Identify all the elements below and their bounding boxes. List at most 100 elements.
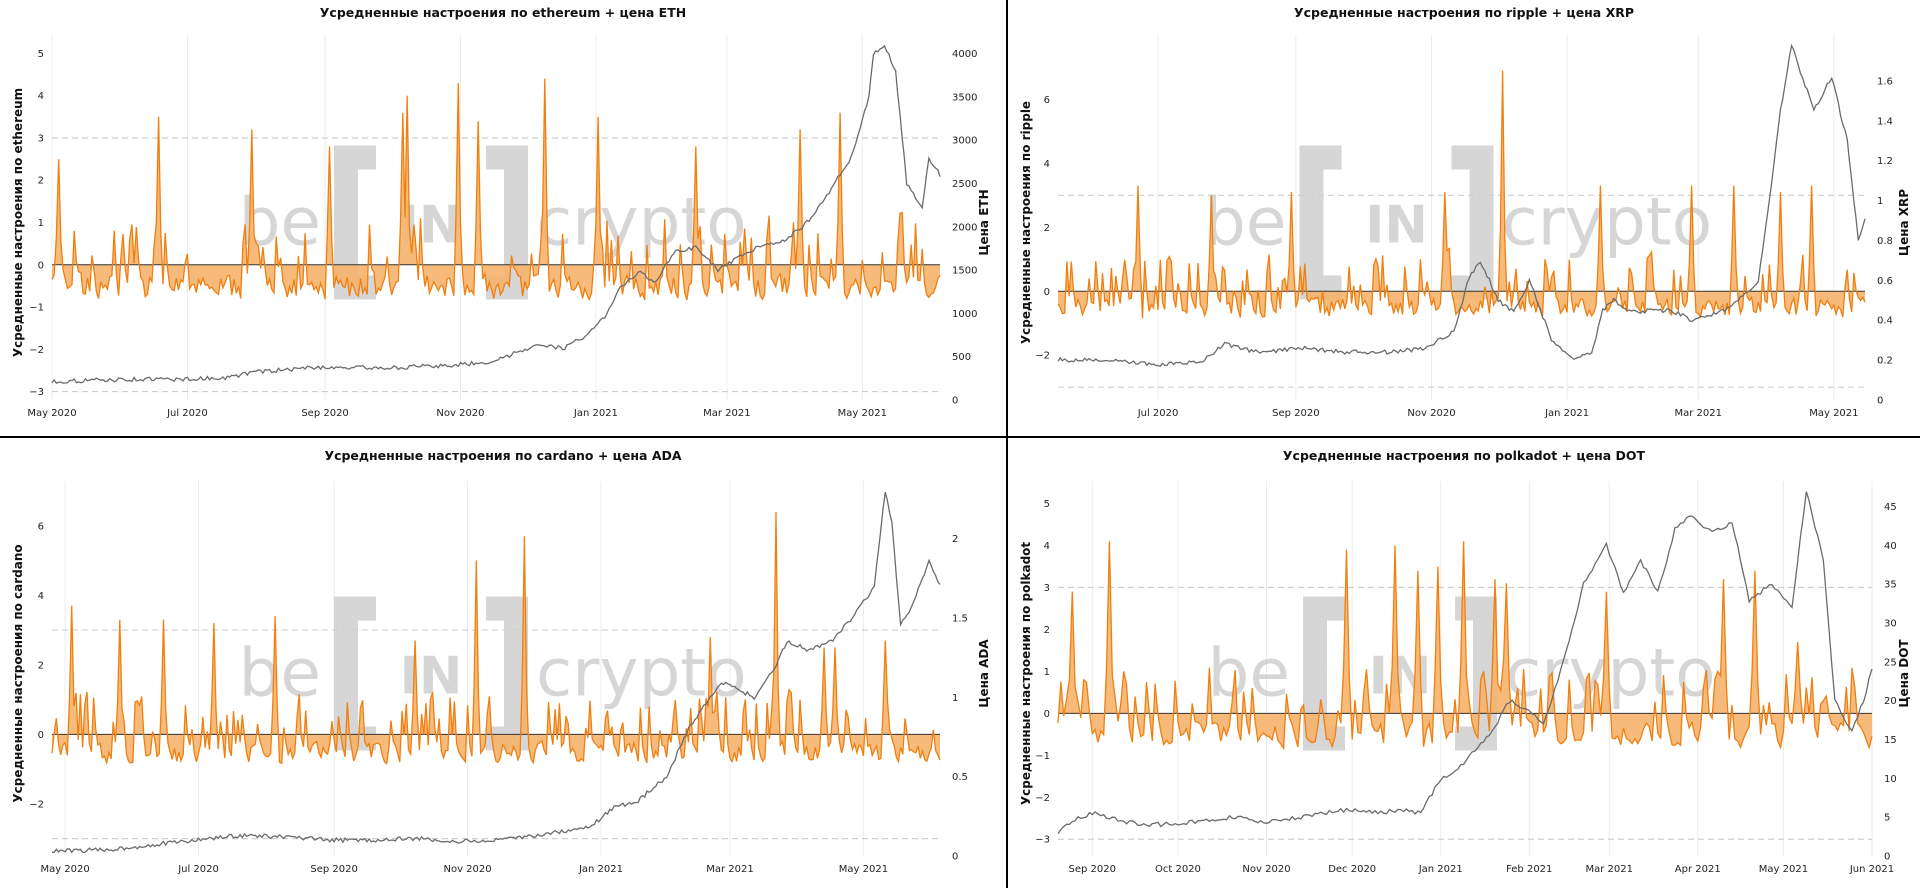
chart-dot-panel: Усредненные настроения по polkadot + цен… bbox=[1008, 438, 1920, 888]
y-tick-label: 3 bbox=[1044, 583, 1050, 594]
y2-tick-label: 500 bbox=[952, 352, 971, 363]
y2-tick-label: 45 bbox=[1884, 502, 1897, 513]
y-tick-label: 0 bbox=[38, 730, 44, 741]
y-tick-label: 2 bbox=[38, 660, 44, 671]
y-axis-label: Усредненные настроения по ripple bbox=[1019, 101, 1033, 344]
x-tick-label: Jul 2020 bbox=[177, 864, 219, 875]
chart-eth-panel: Усредненные настроения по ethereum + цен… bbox=[0, 0, 1006, 436]
y2-tick-label: 3000 bbox=[952, 136, 977, 147]
price-line bbox=[51, 491, 941, 854]
y-tick-label: 5 bbox=[38, 49, 44, 60]
y-tick-label: 0 bbox=[1044, 709, 1050, 720]
y2-tick-label: 10 bbox=[1884, 774, 1897, 785]
x-tick-label: Apr 2021 bbox=[1675, 864, 1721, 875]
x-tick-label: May 2021 bbox=[838, 408, 887, 419]
watermark: be IN crypto bbox=[1204, 145, 1713, 300]
x-tick-label: Sep 2020 bbox=[1272, 408, 1319, 419]
y-tick-label: 4 bbox=[38, 91, 44, 102]
y2-tick-label: 0 bbox=[1877, 396, 1883, 407]
y-tick-label: 2 bbox=[1044, 223, 1050, 234]
x-tick-label: Feb 2021 bbox=[1506, 864, 1552, 875]
x-tick-label: May 2021 bbox=[1809, 408, 1858, 419]
chart-eth: Усредненные настроения по ethereum + цен… bbox=[11, 5, 991, 419]
y-tick-label: 3 bbox=[38, 133, 44, 144]
y2-tick-label: 1.4 bbox=[1877, 116, 1893, 127]
x-tick-label: Sep 2020 bbox=[1069, 864, 1116, 875]
y2-tick-label: 20 bbox=[1884, 696, 1897, 707]
price-line bbox=[1057, 43, 1866, 367]
y2-tick-label: 2 bbox=[952, 534, 958, 545]
watermark-bracket-left bbox=[334, 596, 376, 751]
price-line bbox=[1057, 491, 1873, 835]
x-tick-label: May 2021 bbox=[1759, 864, 1808, 875]
y-tick-label: −2 bbox=[1035, 351, 1050, 362]
y-tick-label: 6 bbox=[38, 521, 44, 532]
chart-ada-panel: Усредненные настроения по cardano + цена… bbox=[0, 438, 1006, 888]
x-tick-label: Oct 2020 bbox=[1155, 864, 1201, 875]
y2-tick-label: 0 bbox=[952, 396, 958, 407]
watermark-bracket-right bbox=[1451, 145, 1494, 300]
watermark-text-right: crypto bbox=[536, 635, 747, 712]
y2-axis-label: Цена ADA bbox=[977, 639, 991, 708]
y2-tick-label: 1.6 bbox=[1877, 76, 1893, 87]
y2-tick-label: 0.2 bbox=[1877, 356, 1893, 367]
chart-dot: Усредненные настроения по polkadot + цен… bbox=[1019, 448, 1911, 875]
y-tick-label: 2 bbox=[1044, 625, 1050, 636]
watermark-text-right: crypto bbox=[1502, 184, 1713, 261]
x-tick-label: Sep 2020 bbox=[310, 864, 357, 875]
y2-tick-label: 3500 bbox=[952, 92, 977, 103]
y2-tick-label: 5 bbox=[1884, 813, 1890, 824]
x-tick-label: Jan 2021 bbox=[1544, 408, 1589, 419]
y-tick-label: −1 bbox=[1035, 751, 1050, 762]
y-axis-label: Усредненные настроения по cardano bbox=[11, 544, 25, 802]
y2-tick-label: 15 bbox=[1884, 735, 1897, 746]
y2-axis-label: Цена DOT bbox=[1897, 639, 1911, 708]
y2-axis-label: Цена XRP bbox=[1897, 189, 1911, 256]
x-tick-label: May 2020 bbox=[27, 408, 76, 419]
x-tick-label: Jul 2020 bbox=[166, 408, 208, 419]
y2-tick-label: 0 bbox=[1884, 852, 1890, 863]
y-tick-label: 6 bbox=[1044, 95, 1050, 106]
y-tick-label: −3 bbox=[1035, 835, 1050, 846]
x-tick-label: Jul 2020 bbox=[1137, 408, 1179, 419]
y2-tick-label: 40 bbox=[1884, 541, 1897, 552]
x-tick-label: Mar 2021 bbox=[1675, 408, 1723, 419]
x-tick-label: Nov 2020 bbox=[1407, 408, 1455, 419]
x-tick-label: Jan 2021 bbox=[1418, 864, 1463, 875]
panel-divider-vertical bbox=[1006, 0, 1008, 888]
y2-tick-label: 1 bbox=[952, 693, 958, 704]
panel-divider-horizontal bbox=[0, 436, 1920, 438]
chart-xrp-panel: Усредненные настроения по ripple + цена … bbox=[1008, 0, 1920, 436]
sentiment-area bbox=[1058, 541, 1872, 749]
y-tick-label: −3 bbox=[29, 387, 44, 398]
x-tick-label: Jan 2021 bbox=[578, 864, 623, 875]
watermark-text-right: crypto bbox=[536, 184, 747, 261]
y-tick-label: 4 bbox=[1044, 541, 1050, 552]
y-tick-label: 0 bbox=[1044, 287, 1050, 298]
watermark-text-mid: IN bbox=[1365, 196, 1428, 256]
sentiment-area bbox=[52, 511, 940, 764]
watermark: be IN crypto bbox=[239, 596, 747, 751]
y-tick-label: 1 bbox=[38, 218, 44, 229]
y-tick-label: 5 bbox=[1044, 499, 1050, 510]
chart-title: Усредненные настроения по polkadot + цен… bbox=[1283, 448, 1646, 463]
y2-tick-label: 0.6 bbox=[1877, 276, 1893, 287]
y-tick-label: 4 bbox=[38, 591, 44, 602]
y2-tick-label: 0 bbox=[952, 852, 958, 863]
y2-tick-label: 30 bbox=[1884, 619, 1897, 630]
x-tick-label: May 2021 bbox=[839, 864, 888, 875]
chart-title: Усредненные настроения по cardano + цена… bbox=[324, 448, 681, 463]
sentiment-line bbox=[51, 511, 941, 766]
watermark-text-left: be bbox=[1204, 184, 1287, 261]
x-tick-label: Jun 2021 bbox=[1849, 864, 1894, 875]
x-tick-label: May 2020 bbox=[40, 864, 89, 875]
y2-tick-label: 25 bbox=[1884, 657, 1897, 668]
watermark-text-left: be bbox=[239, 635, 322, 712]
x-tick-label: Nov 2020 bbox=[1242, 864, 1290, 875]
y2-tick-label: 4000 bbox=[952, 49, 977, 60]
x-tick-label: Dec 2020 bbox=[1328, 864, 1376, 875]
y2-tick-label: 1.5 bbox=[952, 613, 968, 624]
x-tick-label: Nov 2020 bbox=[436, 408, 484, 419]
y2-tick-label: 0.8 bbox=[1877, 236, 1893, 247]
y2-axis-label: Цена ETH bbox=[977, 189, 991, 255]
